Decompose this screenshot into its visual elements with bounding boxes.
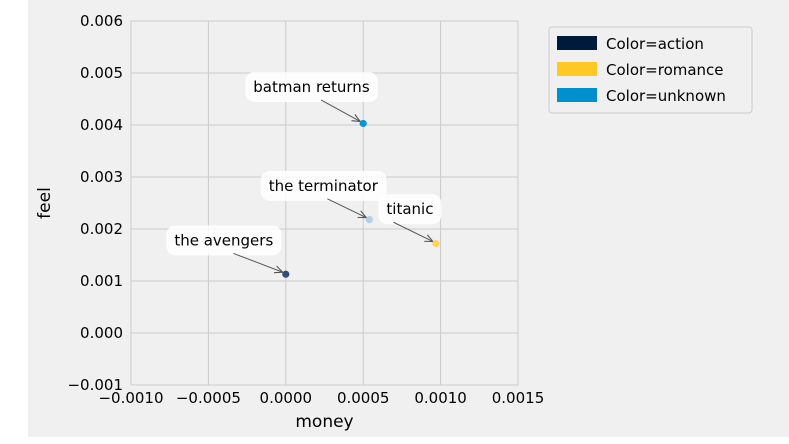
y-tick-label: 0.006 — [80, 12, 123, 30]
data-point — [359, 119, 367, 128]
figure-background: −0.0010 −0.0005 0.0000 0.0005 0.0010 0.0015 −0… — [28, 0, 789, 437]
annotation-box — [245, 72, 378, 103]
y-tick-label: 0.000 — [80, 324, 123, 342]
point-annotation-label: the avengers — [174, 231, 273, 249]
y-tick-label: 0.004 — [80, 116, 123, 134]
scatter-chart: −0.0010 −0.0005 0.0000 0.0005 0.0010 0.0015 −0… — [35, 12, 753, 432]
annotation-arrow — [320, 99, 360, 121]
y-axis-label: feel — [35, 187, 55, 219]
legend-swatch — [557, 62, 597, 76]
point-annotation-label: titanic — [386, 200, 433, 218]
x-tick-label: −0.0005 — [176, 389, 241, 407]
legend-label: Color=action — [606, 35, 704, 53]
legend-swatch — [557, 36, 597, 50]
y-tick-label: 0.003 — [80, 168, 123, 186]
point-annotation-label: the terminator — [269, 177, 379, 195]
x-tick-label: −0.0010 — [98, 389, 163, 407]
y-tick-label: 0.005 — [80, 64, 123, 82]
annotation-box — [260, 170, 387, 201]
x-tick-label: 0.0010 — [414, 389, 467, 407]
x-axis-label: money — [295, 412, 353, 432]
legend-label: Color=unknown — [606, 87, 726, 105]
annotation-box — [166, 225, 282, 256]
x-tick-label: 0.0015 — [492, 389, 545, 407]
x-tick-label: 0.0005 — [337, 389, 390, 407]
annotation-arrow — [393, 221, 432, 241]
data-point — [282, 270, 290, 278]
data-point — [365, 216, 373, 224]
y-tick-label: 0.001 — [80, 272, 123, 290]
legend-swatch — [557, 88, 597, 102]
y-tick-label: −0.001 — [67, 376, 123, 394]
x-tick-label: 0.0000 — [260, 389, 313, 407]
annotation-box — [378, 194, 442, 225]
point-annotation-label: batman returns — [253, 78, 370, 96]
legend-label: Color=romance — [606, 61, 724, 79]
data-point — [432, 239, 440, 248]
legend-frame — [548, 26, 753, 114]
annotation-arrow — [327, 198, 366, 218]
y-tick-label: 0.002 — [80, 220, 123, 238]
annotation-arrow — [233, 252, 282, 272]
